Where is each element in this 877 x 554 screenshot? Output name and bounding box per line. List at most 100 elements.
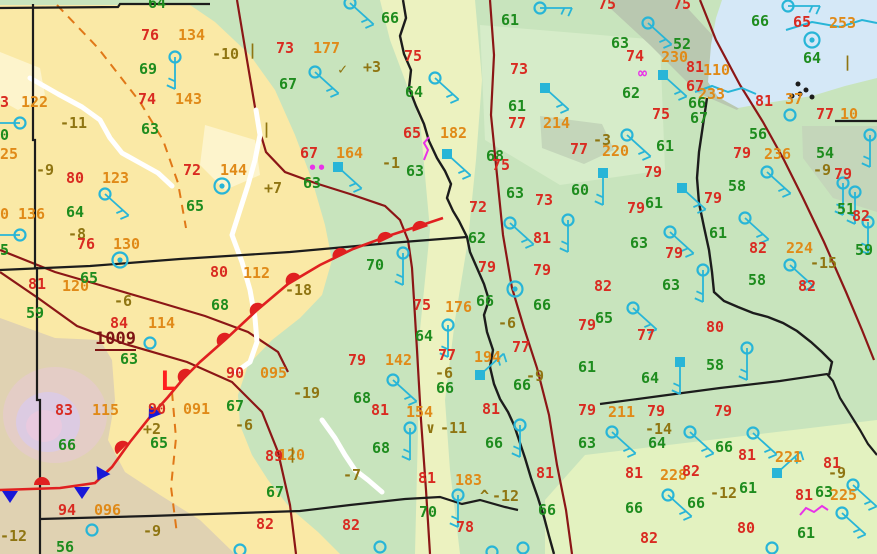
station-value-tend: -1 — [382, 154, 401, 172]
station-value-temp: 77 — [570, 140, 589, 158]
wind-barb-tick — [861, 162, 871, 168]
wind-barb-tick — [450, 98, 460, 104]
station-value-dew: 66 — [533, 296, 552, 314]
station-value-tend: -12 — [0, 527, 28, 545]
station-square-icon — [658, 70, 668, 80]
station-circle-icon — [233, 543, 247, 554]
wind-barb-tick — [502, 353, 508, 363]
station-value-dew: 63 — [662, 276, 681, 294]
station-value-tend: ✓ — [338, 60, 348, 78]
island-dot — [809, 94, 815, 100]
wind-barb-tick — [815, 5, 821, 15]
station-value-temp: 94 — [58, 501, 77, 519]
wind-barb-tick — [511, 452, 521, 458]
station-value-dew: 60 — [571, 181, 590, 199]
station-circle-icon — [661, 488, 675, 502]
wind-barb-tick — [116, 209, 124, 214]
wind-barb-tick — [794, 456, 799, 464]
wind-barb-tick — [760, 238, 770, 244]
station-value-dew: 61 — [501, 11, 520, 29]
station-value-tend: -9 — [36, 161, 55, 179]
station-circle-icon — [373, 540, 387, 554]
station-value-dew: 65 — [150, 434, 169, 452]
station-value-pres: 142 — [385, 351, 413, 369]
wind-barb-tick — [764, 448, 772, 453]
station-value-temp: 3 — [0, 93, 10, 111]
wind-barb-tick — [685, 252, 695, 258]
station-value-tend: ∨ — [426, 419, 436, 437]
wind-barb-tick — [451, 515, 459, 521]
station-value-pres: 233 — [698, 85, 726, 103]
station-value-pres: 144 — [220, 161, 248, 179]
station-value-dew: 66 — [58, 436, 77, 454]
isobar-line — [0, 248, 289, 373]
station-square-icon — [675, 357, 685, 367]
wind-barb-tick — [561, 240, 569, 246]
station-circle-icon — [386, 373, 400, 387]
station-square-icon — [677, 183, 687, 193]
station-value-pres: 228 — [660, 466, 688, 484]
station-value-temp: 74 — [138, 90, 157, 108]
station-value-temp: 79 — [578, 316, 597, 334]
station-value-temp: 80 — [737, 519, 756, 537]
wind-barb-tick — [525, 243, 535, 249]
station-value-temp: 79 — [647, 402, 666, 420]
wind-barb-tick — [644, 323, 652, 328]
wind-barb-tick — [394, 280, 404, 286]
station-value-temp: 82 — [682, 462, 701, 480]
station-value-pres: 183 — [455, 471, 483, 489]
station-value-tend: -9 — [143, 522, 162, 540]
station-value-temp: 81 — [738, 446, 757, 464]
station-value-temp: 81 — [371, 401, 390, 419]
station-value-dew: 63 — [506, 184, 525, 202]
station-value-temp: 72 — [469, 198, 488, 216]
wind-barb-tick — [846, 219, 856, 225]
station-value-dew: 56 — [56, 538, 75, 554]
station-circle-icon — [641, 16, 655, 30]
station-value-temp: 82 — [749, 239, 768, 257]
station-value-tend: -11 — [440, 419, 468, 437]
station-circle-icon — [863, 128, 877, 142]
station-square-icon — [442, 149, 452, 159]
station-value-dew: 70 — [419, 503, 438, 521]
station-value-dew: 56 — [749, 125, 768, 143]
station-value-tend: -14 — [645, 420, 673, 438]
station-value-tend: -19 — [293, 384, 321, 402]
station-circle-icon — [835, 506, 849, 520]
wind-barb-tick — [696, 290, 704, 296]
station-value-tend: +2 — [143, 420, 162, 438]
station-circle-icon — [168, 50, 182, 64]
station-value-dew: 63 — [120, 350, 139, 368]
wind-barb-tick — [627, 452, 637, 458]
station-value-temp: 77 — [512, 338, 531, 356]
warm-front-symbol — [177, 368, 192, 383]
state-border — [599, 372, 877, 456]
warm-front-symbol — [377, 231, 393, 244]
wind-barb-tick — [560, 108, 570, 114]
wind-barb-tick — [868, 505, 877, 511]
station-value-temp: 65 — [793, 13, 812, 31]
station-value-temp: 82 — [640, 529, 659, 547]
station-value-dew: 66 — [476, 292, 495, 310]
wind-barb-tick — [705, 452, 715, 458]
station-value-dew: 66 — [485, 434, 504, 452]
station-circle-icon — [781, 0, 795, 13]
warm-front-symbol — [285, 272, 300, 286]
wind-barb-tick — [756, 233, 764, 238]
station-value-pres: 25 — [0, 145, 19, 163]
station-circle-icon — [626, 301, 640, 315]
station-value-temp: 73 — [510, 60, 529, 78]
station-value-dew: 64 — [66, 203, 85, 221]
station-value-dew: 61 — [797, 524, 816, 542]
station-circle-icon — [451, 488, 465, 502]
wind-barb-tick — [859, 249, 869, 255]
station-value-dew: 66 — [513, 376, 532, 394]
river-border — [695, 97, 834, 376]
wind-barb-tick — [330, 92, 340, 98]
wind-barb-tick — [681, 247, 689, 252]
wind-barb-tick — [683, 515, 693, 521]
station-value-dew: 68 — [211, 296, 230, 314]
